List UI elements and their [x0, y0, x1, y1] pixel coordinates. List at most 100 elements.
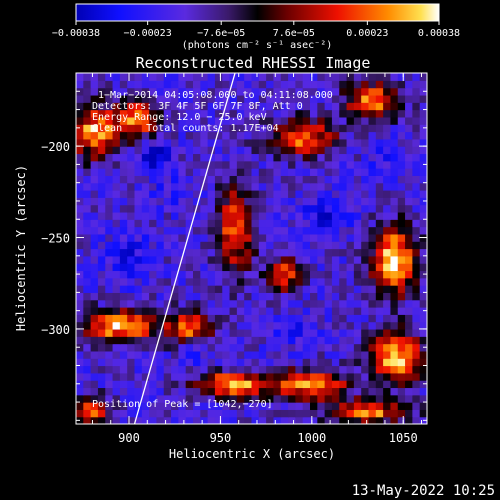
heatmap-cell — [229, 248, 238, 257]
heatmap-cell — [331, 146, 340, 155]
heatmap-cell — [368, 73, 377, 81]
heatmap-cell — [361, 321, 370, 330]
heatmap-cell — [119, 394, 128, 403]
heatmap-cell — [207, 94, 216, 103]
heatmap-cell — [339, 131, 348, 140]
heatmap-cell — [119, 73, 128, 81]
heatmap-cell — [200, 248, 209, 257]
heatmap-cell — [390, 365, 399, 374]
heatmap-cell — [317, 124, 326, 133]
heatmap-cell — [324, 109, 333, 118]
heatmap-cell — [324, 350, 333, 359]
heatmap-cell — [302, 402, 311, 410]
heatmap-cell — [361, 190, 370, 198]
heatmap-cell — [76, 394, 84, 403]
heatmap-cell — [134, 146, 143, 155]
heatmap-cell — [361, 402, 370, 410]
heatmap-cell — [244, 73, 253, 81]
heatmap-cell — [280, 80, 289, 89]
heatmap-cell — [214, 190, 223, 198]
heatmap-cell — [266, 299, 275, 308]
heatmap-cell — [134, 226, 143, 235]
heatmap-cell — [295, 168, 304, 176]
heatmap-cell — [317, 321, 326, 330]
heatmap-cell — [368, 190, 377, 198]
heatmap-cell — [83, 204, 92, 213]
heatmap-cell — [178, 131, 187, 140]
heatmap-cell — [244, 416, 253, 424]
heatmap-cell — [258, 175, 267, 184]
heatmap-cell — [266, 409, 275, 418]
heatmap-cell — [310, 80, 318, 89]
heatmap-cell — [419, 328, 427, 337]
heatmap-cell — [361, 307, 370, 315]
heatmap-cell — [339, 387, 348, 396]
heatmap-cell — [178, 80, 187, 89]
heatmap-cell — [207, 116, 216, 125]
heatmap-cell — [390, 292, 399, 301]
heatmap-cell — [83, 153, 92, 162]
heatmap-cell — [178, 116, 187, 125]
heatmap-cell — [163, 255, 172, 264]
heatmap-cell — [302, 248, 311, 257]
heatmap-cell — [178, 204, 187, 213]
heatmap-cell — [251, 255, 260, 264]
heatmap-cell — [295, 292, 304, 301]
heatmap-cell — [353, 153, 362, 162]
heatmap-cell — [288, 350, 296, 359]
heatmap-cell — [310, 87, 318, 96]
heatmap-cell — [266, 124, 275, 133]
y-axis-ticks: −200−250−300 — [41, 72, 427, 421]
heatmap-cell — [295, 350, 304, 359]
heatmap-cell — [236, 102, 245, 111]
heatmap-cell — [390, 307, 399, 315]
heatmap-cell — [346, 328, 355, 337]
heatmap-cell — [258, 197, 267, 206]
heatmap-cell — [200, 263, 209, 272]
heatmap-cell — [90, 211, 99, 220]
heatmap-cell — [149, 241, 158, 250]
heatmap-cell — [375, 336, 384, 345]
heatmap-cell — [324, 219, 333, 228]
heatmap-cell — [331, 175, 340, 184]
heatmap-cell — [244, 365, 253, 374]
heatmap-cell — [419, 255, 427, 264]
heatmap-cell — [119, 387, 128, 396]
heatmap-cell — [171, 314, 179, 323]
heatmap-cell — [383, 175, 392, 184]
heatmap-cell — [310, 358, 318, 367]
heatmap-cell — [141, 175, 150, 184]
heatmap-cell — [317, 168, 326, 176]
heatmap-cell — [214, 307, 223, 315]
heatmap-cell — [178, 73, 187, 81]
heatmap-cell — [310, 153, 318, 162]
heatmap-cell — [127, 168, 136, 176]
heatmap-cell — [76, 248, 84, 257]
heatmap-cell — [331, 402, 340, 410]
heatmap-cell — [280, 109, 289, 118]
heatmap-cell — [273, 299, 282, 308]
heatmap-cell — [207, 204, 216, 213]
heatmap-cell — [383, 226, 392, 235]
heatmap-cell — [412, 102, 421, 111]
heatmap-cell — [163, 321, 172, 330]
heatmap-cell — [163, 343, 172, 352]
heatmap-cell — [193, 255, 201, 264]
heatmap-cell — [324, 277, 333, 286]
heatmap-cell — [317, 263, 326, 272]
heatmap-cell — [346, 255, 355, 264]
heatmap-cell — [97, 248, 106, 257]
heatmap-cell — [302, 328, 311, 337]
heatmap-cell — [112, 146, 121, 155]
heatmap-cell — [149, 292, 158, 301]
heatmap-cell — [258, 372, 267, 381]
heatmap-cell — [119, 307, 128, 315]
heatmap-cell — [324, 160, 333, 169]
heatmap-cell — [112, 409, 121, 418]
heatmap-cell — [185, 270, 194, 279]
limb-line — [133, 73, 236, 424]
heatmap-cell — [353, 204, 362, 213]
heatmap-cell — [90, 409, 99, 418]
heatmap-cell — [105, 336, 114, 345]
